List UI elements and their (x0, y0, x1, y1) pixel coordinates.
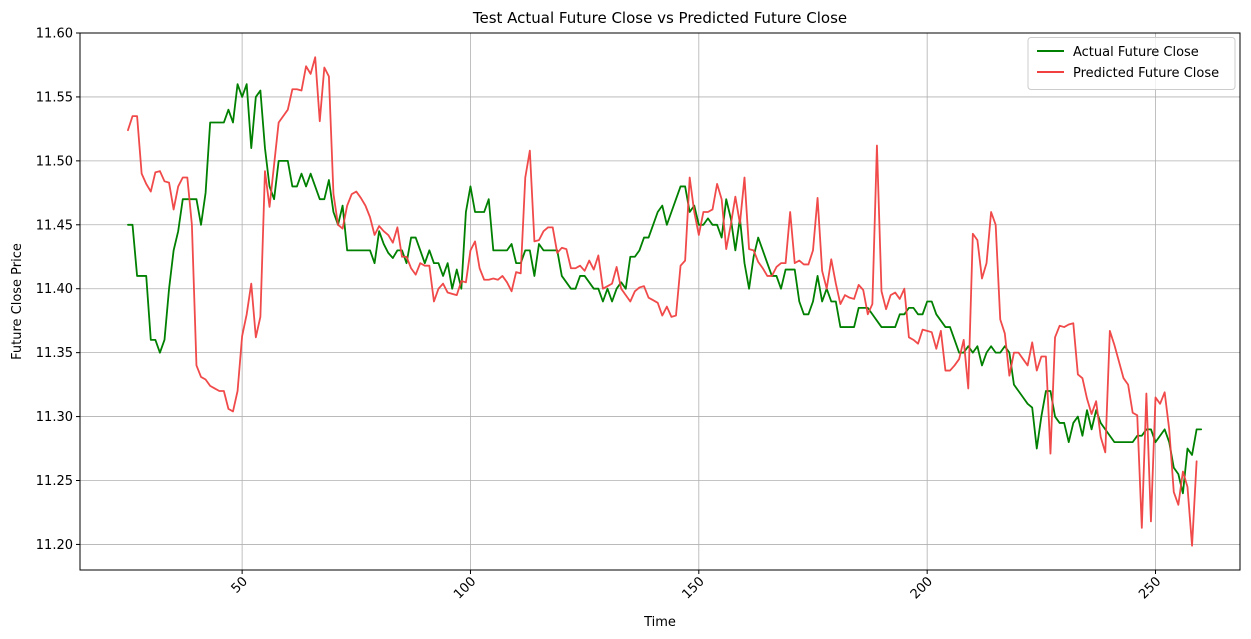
y-tick-label: 11.50 (36, 154, 73, 169)
y-tick-label: 11.25 (36, 474, 73, 489)
legend: Actual Future Close Predicted Future Clo… (1027, 37, 1236, 90)
legend-label-actual: Actual Future Close (1073, 45, 1199, 60)
y-tick-label: 11.40 (36, 282, 73, 297)
plot-area-frame (79, 32, 1241, 571)
y-axis-ticks: 11.20 11.25 11.30 11.35 11.40 11.45 11.50 11.55… (36, 27, 80, 553)
grid-lines (80, 32, 1240, 570)
x-axis-label: Time (643, 615, 676, 630)
y-tick-label: 11.20 (36, 538, 73, 553)
y-tick-label: 11.35 (36, 346, 73, 361)
y-axis-label: Future Close Price (10, 243, 25, 360)
series-line-actual (127, 83, 1203, 495)
series-lines (127, 56, 1203, 547)
y-tick-label: 11.55 (36, 90, 73, 105)
legend-box (1027, 37, 1236, 90)
y-tick-label: 11.45 (36, 218, 73, 233)
series-line-predicted (127, 56, 1198, 547)
legend-label-predicted: Predicted Future Close (1073, 66, 1219, 81)
y-tick-label: 11.30 (36, 410, 73, 425)
chart-title: Test Actual Future Close vs Predicted Fu… (472, 9, 847, 27)
y-tick-label: 11.60 (36, 27, 73, 42)
